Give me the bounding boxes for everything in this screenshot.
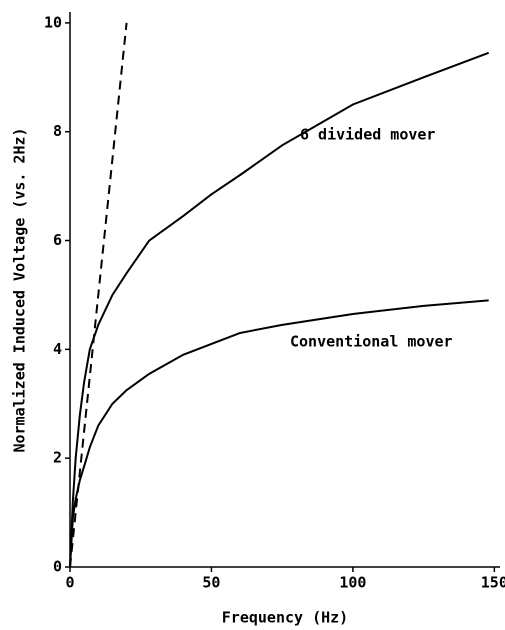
- y-tick-label: 2: [53, 449, 62, 467]
- y-tick-label: 0: [53, 558, 62, 576]
- line: [69, 51, 490, 568]
- series-label: 6 divided mover: [300, 126, 435, 144]
- y-tick-label: 8: [53, 122, 62, 140]
- x-tick-label: 0: [65, 574, 74, 592]
- x-tick-label: 150: [481, 574, 505, 592]
- dashed-line: [69, 22, 128, 568]
- x-tick-label: 100: [339, 574, 366, 592]
- y-axis-label: Normalized Induced Voltage (vs. 2Hz): [11, 127, 29, 452]
- series-label: Conventional mover: [290, 333, 453, 351]
- x-tick-label: 50: [202, 574, 220, 592]
- y-tick-label: 4: [53, 340, 62, 358]
- x-axis-label: Frequency (Hz): [222, 609, 348, 627]
- y-tick-label: 10: [44, 13, 62, 31]
- y-tick-label: 6: [53, 231, 62, 249]
